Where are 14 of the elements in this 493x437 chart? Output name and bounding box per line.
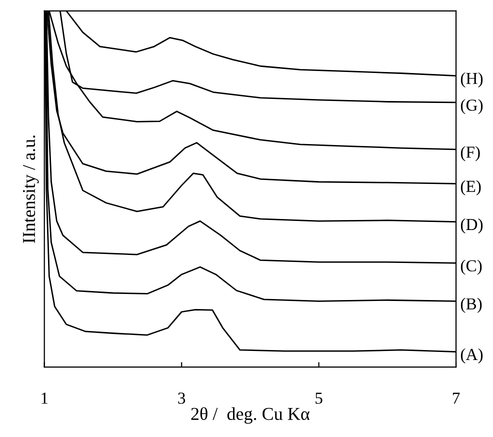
series-label: (G) [460, 99, 483, 114]
x-tick-label: 3 [178, 392, 186, 404]
series-label: (A) [460, 348, 483, 364]
y-axis-title: IIntensity / a.u. [22, 136, 39, 244]
series-label: (E) [460, 180, 481, 196]
series-label: (H) [460, 72, 483, 88]
series-label: (C) [460, 260, 482, 275]
x-axis-title: 2θ / deg. Cu Kα [191, 407, 310, 424]
series-label: (D) [460, 218, 483, 234]
x-tick-label: 7 [452, 392, 460, 404]
series-label: (B) [460, 298, 482, 313]
x-tick-label: 1 [42, 392, 48, 404]
x-tick-label: 5 [316, 392, 322, 404]
series-label: (F) [460, 146, 480, 162]
